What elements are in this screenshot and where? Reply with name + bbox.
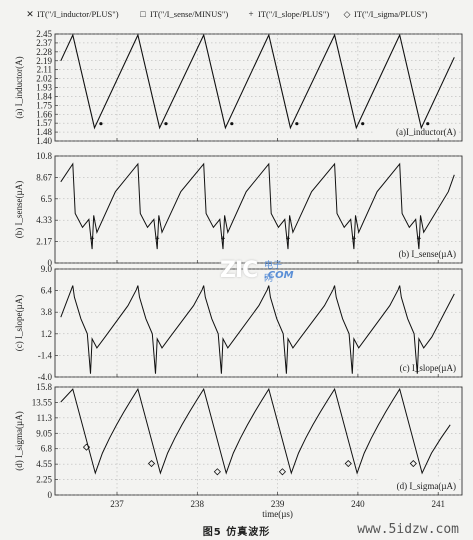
y-tick-label: 6.4	[41, 286, 53, 296]
legend-label: IT("/I_inductor/PLUS")	[37, 9, 119, 19]
y-tick-label: 2.28	[36, 47, 52, 57]
y-tick-label: 3.8	[41, 307, 53, 317]
x-axis-label: time(µs)	[262, 509, 293, 519]
x-tick-label: 238	[191, 499, 205, 509]
sigma-diamond-marker	[147, 459, 156, 468]
y-axis-label: (c) I_slope(µA)	[14, 295, 24, 351]
y-tick-label: 2.45	[36, 29, 52, 39]
legend-label: IT("/I_sigma/PLUS")	[354, 9, 428, 19]
sense-marker	[286, 236, 290, 241]
inductor-marker	[426, 122, 430, 126]
inductor-marker	[99, 122, 103, 126]
legend-label: IT("/I_sense/MINUS")	[150, 9, 229, 19]
legend-item-slope: + IT("/I_slope/PLUS")	[247, 9, 329, 19]
panel-frame	[54, 268, 463, 378]
y-tick-label: 4.33	[36, 215, 52, 225]
legend-item-sigma: ◇ IT("/I_sigma/PLUS")	[343, 9, 428, 19]
site-logo: ZIC 电子网 .COM	[220, 258, 294, 286]
watermark-url: www.5idzw.com	[357, 522, 459, 537]
panel-label-bg	[374, 125, 459, 138]
y-tick-label: 2.19	[36, 56, 52, 66]
y-tick-label: 1.2	[41, 329, 52, 339]
y-tick-label: 6.5	[41, 194, 53, 204]
y-tick-label: 0	[48, 490, 53, 500]
x-tick-label: 241	[431, 499, 445, 509]
y-tick-label: 9.0	[41, 264, 53, 274]
legend-item-sense: □ IT("/I_sense/MINUS")	[139, 9, 228, 19]
y-tick-label: 1.40	[36, 136, 52, 146]
slope-current-line	[60, 285, 455, 374]
legend-marker-plus-icon: +	[248, 8, 254, 19]
legend-label: IT("/I_slope/PLUS")	[258, 9, 330, 19]
y-tick-label: 15.8	[36, 382, 52, 392]
panel-label-bg	[379, 361, 459, 374]
y-tick-label: 10.8	[36, 151, 52, 161]
y-tick-label: 1.84	[36, 91, 52, 101]
sense-marker	[155, 236, 160, 241]
legend-marker-x-icon: ✕	[26, 8, 34, 19]
y-tick-label: 2.17	[36, 237, 52, 247]
sigma-current-line	[60, 387, 451, 475]
panel-label: (d) I_sigma(µA)	[397, 481, 456, 491]
y-tick-label: -1.4	[38, 350, 53, 360]
y-tick-label: 4.55	[36, 459, 52, 469]
inductor-marker	[230, 122, 234, 126]
legend: ✕ IT("/I_inductor/PLUS") □ IT("/I_sense/…	[0, 9, 473, 25]
y-tick-label: 1.75	[36, 100, 52, 110]
y-tick-label: 13.55	[32, 397, 53, 407]
x-tick-label: 237	[110, 499, 124, 509]
x-tick-label: 239	[271, 499, 285, 509]
inductor-marker	[295, 122, 299, 126]
inductor-current-line	[60, 33, 455, 130]
y-tick-label: 8.67	[36, 172, 52, 182]
y-axis-label: (d) I_sigma(µA)	[14, 411, 24, 470]
sense-marker	[221, 236, 225, 241]
panel-frame	[54, 386, 463, 496]
y-tick-label: 1.66	[36, 109, 52, 119]
y-tick-label: 1.93	[36, 83, 52, 93]
logo-cn-text: 电子网	[264, 261, 283, 284]
y-tick-label: 1.48	[36, 127, 52, 137]
panel-frame	[54, 155, 463, 264]
sigma-diamond-marker	[213, 468, 221, 476]
sigma-diamond-marker	[409, 459, 417, 468]
sense-current-line	[60, 162, 455, 250]
y-tick-label: 0	[48, 258, 53, 268]
y-tick-label: 6.8	[41, 444, 53, 454]
y-tick-label: 2.37	[36, 38, 52, 48]
sense-marker	[351, 236, 356, 241]
panel-label: (c) I_slope(µA)	[400, 363, 456, 373]
sense-marker	[90, 236, 95, 241]
inductor-marker	[361, 122, 365, 126]
legend-item-inductor: ✕ IT("/I_inductor/PLUS")	[26, 8, 119, 19]
y-tick-label: 11.3	[37, 413, 53, 423]
y-tick-label: -4.0	[38, 372, 53, 382]
panel-label: (a)I_inductor(A)	[396, 127, 456, 137]
sigma-diamond-marker	[278, 468, 286, 476]
y-tick-label: 2.02	[36, 74, 52, 84]
y-axis-label: (b) I_sense(µA)	[14, 181, 24, 238]
figure-caption: 图5 仿真波形	[202, 527, 271, 538]
y-tick-label: 2.25	[36, 475, 52, 485]
panel-label-bg	[379, 247, 459, 260]
panel-label-bg	[379, 479, 459, 492]
logo-main-text: ZIC	[220, 258, 258, 283]
sigma-diamond-marker	[344, 459, 352, 468]
x-tick-label: 240	[351, 499, 365, 509]
inductor-marker	[164, 122, 168, 126]
legend-marker-square-icon: □	[140, 8, 146, 19]
panel-label: (b) I_sense(µA)	[399, 249, 456, 259]
sense-marker	[416, 236, 421, 241]
legend-marker-diamond-icon: ◇	[343, 8, 351, 19]
y-tick-label: 2.11	[37, 65, 52, 75]
y-tick-label: 9.05	[36, 428, 52, 438]
sigma-diamond-marker	[82, 443, 91, 451]
y-tick-label: 1.57	[36, 118, 52, 128]
y-axis-label: (a) I_inductor(A)	[14, 56, 24, 118]
logo-com-text: .COM	[264, 270, 294, 281]
